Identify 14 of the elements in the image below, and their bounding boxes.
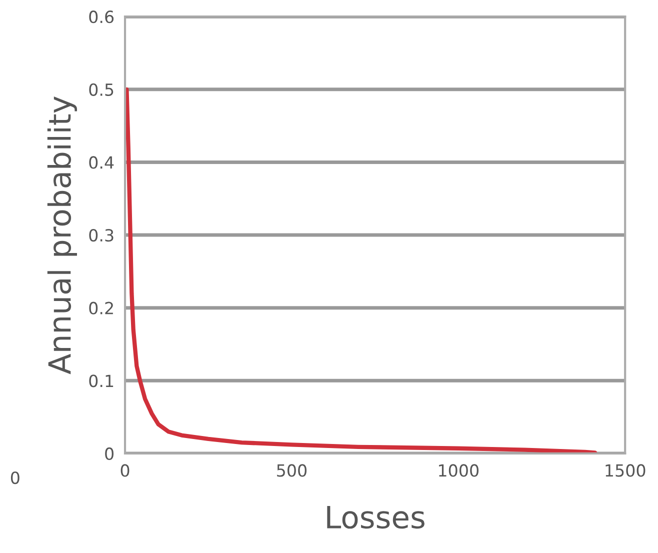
x-axis-title: Losses [327, 506, 424, 529]
y-tick-label: 0.5 [89, 83, 114, 96]
y-tick-label: 0.4 [89, 156, 114, 169]
x-tick-label: 0 [120, 464, 130, 477]
y-tick-label: 0.3 [89, 228, 114, 242]
y-tick-label: 0.6 [89, 10, 114, 24]
y-axis-title: Annual probability [47, 96, 77, 374]
x-tick-label: 1500 [606, 464, 646, 477]
x-tick-label: 500 [277, 464, 307, 477]
x-tick-label: 1000 [439, 464, 479, 477]
y-tick-label: 0 [105, 447, 114, 460]
y-tick-label: 0.1 [89, 374, 114, 388]
line-series [125, 87, 598, 454]
y-tick-label: 0.2 [89, 302, 113, 314]
